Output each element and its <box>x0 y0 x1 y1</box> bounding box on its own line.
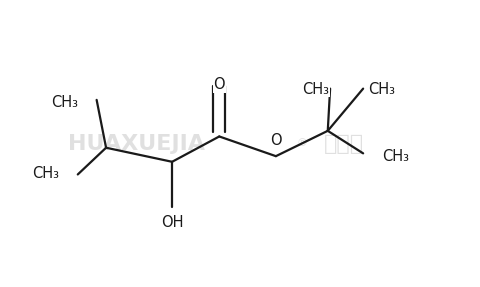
Text: OH: OH <box>160 215 183 230</box>
Text: CH₃: CH₃ <box>32 166 59 181</box>
Text: CH₃: CH₃ <box>368 82 395 97</box>
Text: CH₃: CH₃ <box>381 149 408 164</box>
Text: O: O <box>269 133 281 148</box>
Text: HUAXUEJIA: HUAXUEJIA <box>68 133 205 154</box>
Text: CH₃: CH₃ <box>302 82 329 97</box>
Text: CH₃: CH₃ <box>51 95 78 110</box>
Text: ®: ® <box>296 139 307 148</box>
Text: O: O <box>213 77 225 92</box>
Text: 化学加: 化学加 <box>324 133 363 154</box>
